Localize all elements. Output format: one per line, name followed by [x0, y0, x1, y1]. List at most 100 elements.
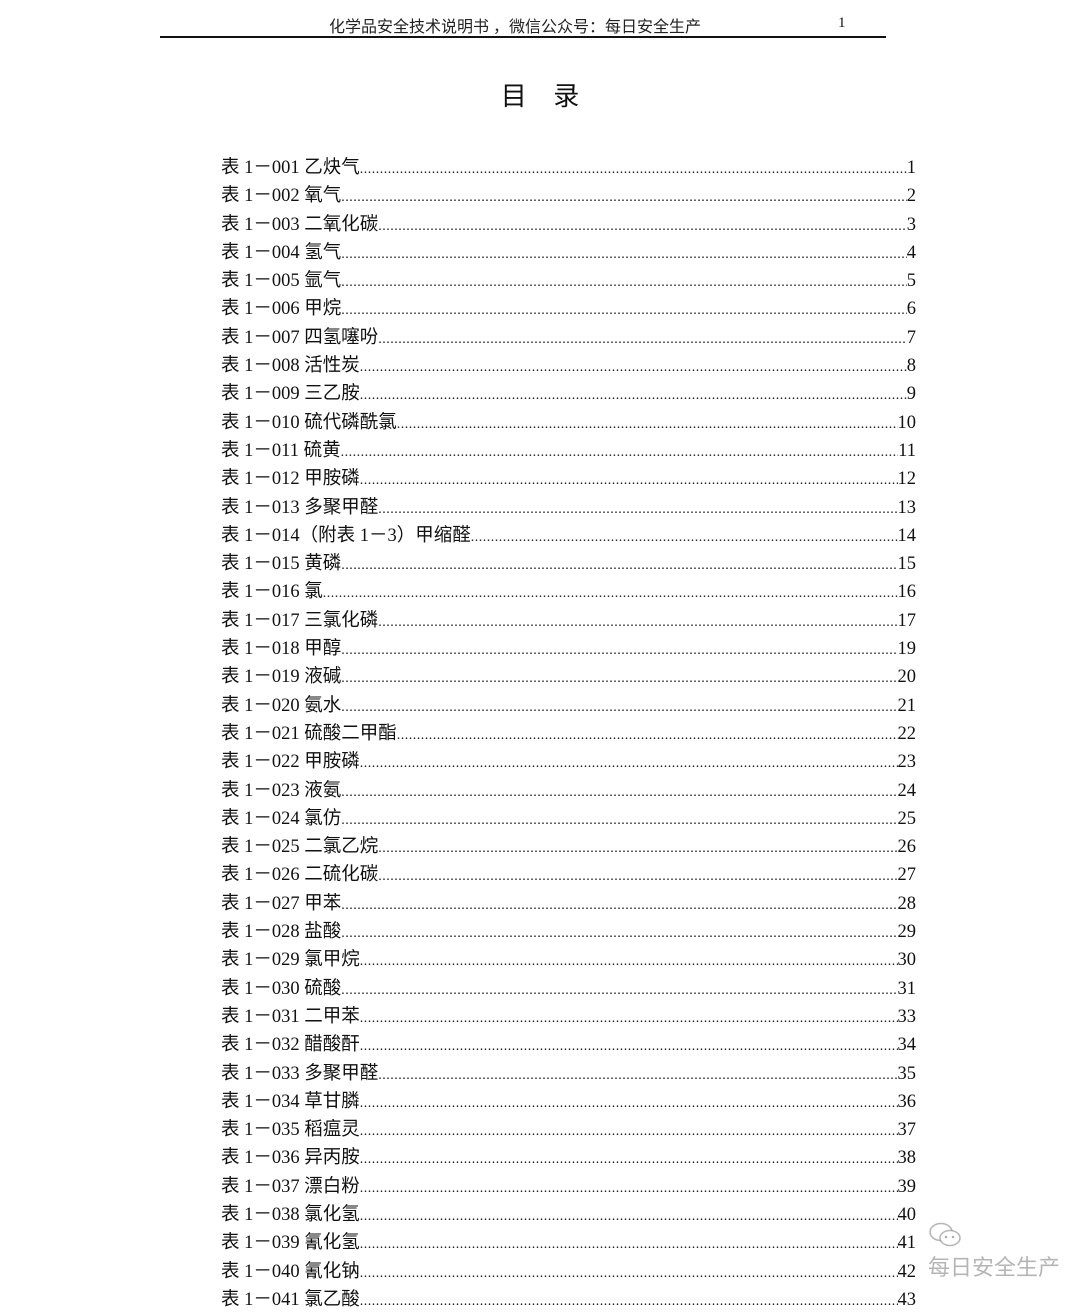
toc-entry-page: 19: [897, 639, 917, 660]
dot-leader: ........................................…: [378, 614, 898, 630]
toc-entry[interactable]: 表 1－005 氩气..............................…: [221, 266, 916, 294]
toc-entry[interactable]: 表 1－004 氢气..............................…: [221, 238, 916, 266]
dot-leader: ........................................…: [341, 190, 907, 206]
toc-entry-page: 39: [897, 1176, 917, 1197]
toc-entry[interactable]: 表 1－041 氯乙酸.............................…: [221, 1285, 916, 1313]
toc-entry-page: 12: [897, 469, 917, 490]
toc-entry[interactable]: 表 1－001 乙炔气.............................…: [221, 153, 916, 181]
toc-entry-page: 37: [897, 1120, 917, 1141]
toc-entry-page: 24: [897, 780, 917, 801]
toc-entry[interactable]: 表 1－027 甲苯..............................…: [221, 889, 916, 917]
dot-leader: ........................................…: [341, 982, 898, 998]
dot-leader: ........................................…: [359, 1095, 898, 1111]
toc-entry[interactable]: 表 1－034 草甘膦.............................…: [221, 1087, 916, 1115]
toc-entry-label: 表 1－012 甲胺磷: [221, 469, 360, 490]
toc-entry[interactable]: 表 1－039 氰化氢.............................…: [221, 1228, 916, 1256]
toc-entry[interactable]: 表 1－006 甲烷..............................…: [221, 294, 916, 322]
toc-entry-page: 3: [906, 214, 916, 235]
toc-entry-page: 31: [897, 978, 917, 999]
toc-entry-page: 15: [897, 554, 917, 575]
toc-entry[interactable]: 表 1－038 氯化氢.............................…: [221, 1200, 916, 1228]
toc-entry[interactable]: 表 1－035 稻瘟灵.............................…: [221, 1115, 916, 1143]
dot-leader: ........................................…: [378, 331, 907, 347]
header-page-number: 1: [838, 15, 846, 31]
dot-leader: ........................................…: [359, 1180, 898, 1196]
toc-entry-label: 表 1－025 二氯乙烷: [221, 837, 379, 858]
toc-entry[interactable]: 表 1－040 氰化钠.............................…: [221, 1257, 916, 1285]
toc-entry[interactable]: 表 1－030 硫酸..............................…: [221, 974, 916, 1002]
toc-entry[interactable]: 表 1－026 二硫化碳............................…: [221, 860, 916, 888]
toc-entry-label: 表 1－017 三氯化磷: [221, 610, 379, 631]
toc-entry[interactable]: 表 1－015 黄磷..............................…: [221, 549, 916, 577]
toc-entry[interactable]: 表 1－011 硫黄..............................…: [221, 436, 916, 464]
dot-leader: ........................................…: [359, 1208, 898, 1224]
toc-entry[interactable]: 表 1－037 漂白粉.............................…: [221, 1172, 916, 1200]
toc-entry-page: 2: [906, 186, 916, 207]
toc-entry-page: 6: [906, 299, 916, 320]
dot-leader: ........................................…: [322, 586, 898, 602]
toc-entry[interactable]: 表 1－022 甲胺磷.............................…: [221, 747, 916, 775]
toc-entry[interactable]: 表 1－031 二甲苯.............................…: [221, 1002, 916, 1030]
toc-entry[interactable]: 表 1－021 硫酸二甲酯...........................…: [221, 719, 916, 747]
toc-entry-label: 表 1－006 甲烷: [221, 299, 342, 320]
dot-leader: ........................................…: [341, 643, 898, 659]
toc-entry-label: 表 1－029 氯甲烷: [221, 950, 360, 971]
toc-entry[interactable]: 表 1－032 醋酸酐.............................…: [221, 1030, 916, 1058]
toc-entry[interactable]: 表 1－033 多聚甲醛............................…: [221, 1059, 916, 1087]
toc-entry-label: 表 1－020 氨水: [221, 695, 342, 716]
toc-entry[interactable]: 表 1－003 二氧化碳............................…: [221, 210, 916, 238]
page-title: 目 录: [500, 82, 590, 111]
toc-entry-label: 表 1－039 氰化氢: [221, 1233, 360, 1254]
toc-entry-label: 表 1－010 硫代磷酰氯: [221, 412, 397, 433]
toc-entry[interactable]: 表 1－012 甲胺磷.............................…: [221, 464, 916, 492]
toc-entry[interactable]: 表 1－028 盐酸..............................…: [221, 917, 916, 945]
toc-entry[interactable]: 表 1－010 硫代磷酰氯...........................…: [221, 408, 916, 436]
toc-entry[interactable]: 表 1－020 氨水..............................…: [221, 691, 916, 719]
toc-entry-label: 表 1－028 盐酸: [221, 922, 342, 943]
toc-entry[interactable]: 表 1－013 多聚甲醛............................…: [221, 493, 916, 521]
toc-entry[interactable]: 表 1－036 异丙胺.............................…: [221, 1143, 916, 1171]
toc-entry-page: 26: [897, 837, 917, 858]
toc-entry-page: 40: [897, 1204, 917, 1225]
toc-entry-label: 表 1－013 多聚甲醛: [221, 497, 379, 518]
toc-entry-page: 36: [897, 1091, 917, 1112]
toc-entry-page: 17: [897, 610, 917, 631]
toc-entry[interactable]: 表 1－014（附表 1－3）甲缩醛......................…: [221, 521, 916, 549]
toc-entry[interactable]: 表 1－002 氧气..............................…: [221, 181, 916, 209]
toc-entry[interactable]: 表 1－016 氯...............................…: [221, 577, 916, 605]
toc-entry[interactable]: 表 1－017 三氯化磷............................…: [221, 606, 916, 634]
watermark-text: 每日安全生产: [928, 1256, 1061, 1281]
toc-entry-label: 表 1－001 乙炔气: [221, 158, 360, 178]
toc-entry-label: 表 1－027 甲苯: [221, 893, 342, 914]
toc-entry[interactable]: 表 1－024 氯仿..............................…: [221, 804, 916, 832]
toc-entry[interactable]: 表 1－008 活性炭.............................…: [221, 351, 916, 379]
toc-entry-label: 表 1－014（附表 1－3）甲缩醛: [221, 525, 471, 546]
toc-entry-label: 表 1－007 四氢噻吩: [221, 327, 379, 348]
toc-entry-page: 16: [897, 582, 917, 603]
dot-leader: ........................................…: [359, 473, 898, 489]
dot-leader: ........................................…: [359, 360, 907, 376]
dot-leader: ........................................…: [341, 275, 907, 291]
toc-entry[interactable]: 表 1－009 三乙胺.............................…: [221, 379, 916, 407]
toc-entry-label: 表 1－035 稻瘟灵: [221, 1120, 360, 1141]
toc-entry-page: 43: [897, 1289, 917, 1310]
toc-entry-label: 表 1－036 异丙胺: [221, 1148, 360, 1169]
toc-entry-label: 表 1－024 氯仿: [221, 808, 342, 829]
toc-entry-page: 10: [897, 412, 917, 433]
toc-entry[interactable]: 表 1－007 四氢噻吩............................…: [221, 323, 916, 351]
toc-entry-label: 表 1－002 氧气: [221, 186, 342, 207]
toc-entry[interactable]: 表 1－019 液碱..............................…: [221, 662, 916, 690]
toc-entry-page: 21: [897, 695, 917, 716]
toc-entry-page: 9: [906, 384, 916, 405]
dot-leader: ........................................…: [378, 841, 898, 857]
toc-entry[interactable]: 表 1－018 甲醇..............................…: [221, 634, 916, 662]
toc-entry-page: 29: [897, 922, 917, 943]
toc-entry-label: 表 1－023 液氨: [221, 780, 342, 801]
toc-entry[interactable]: 表 1－029 氯甲烷.............................…: [221, 945, 916, 973]
toc-entry[interactable]: 表 1－023 液氨..............................…: [221, 776, 916, 804]
dot-leader: ........................................…: [341, 246, 907, 262]
dot-leader: ........................................…: [359, 1010, 898, 1026]
toc-entry[interactable]: 表 1－025 二氯乙烷............................…: [221, 832, 916, 860]
dot-leader: ........................................…: [341, 671, 898, 687]
toc-entry-label: 表 1－011 硫黄: [221, 440, 341, 461]
